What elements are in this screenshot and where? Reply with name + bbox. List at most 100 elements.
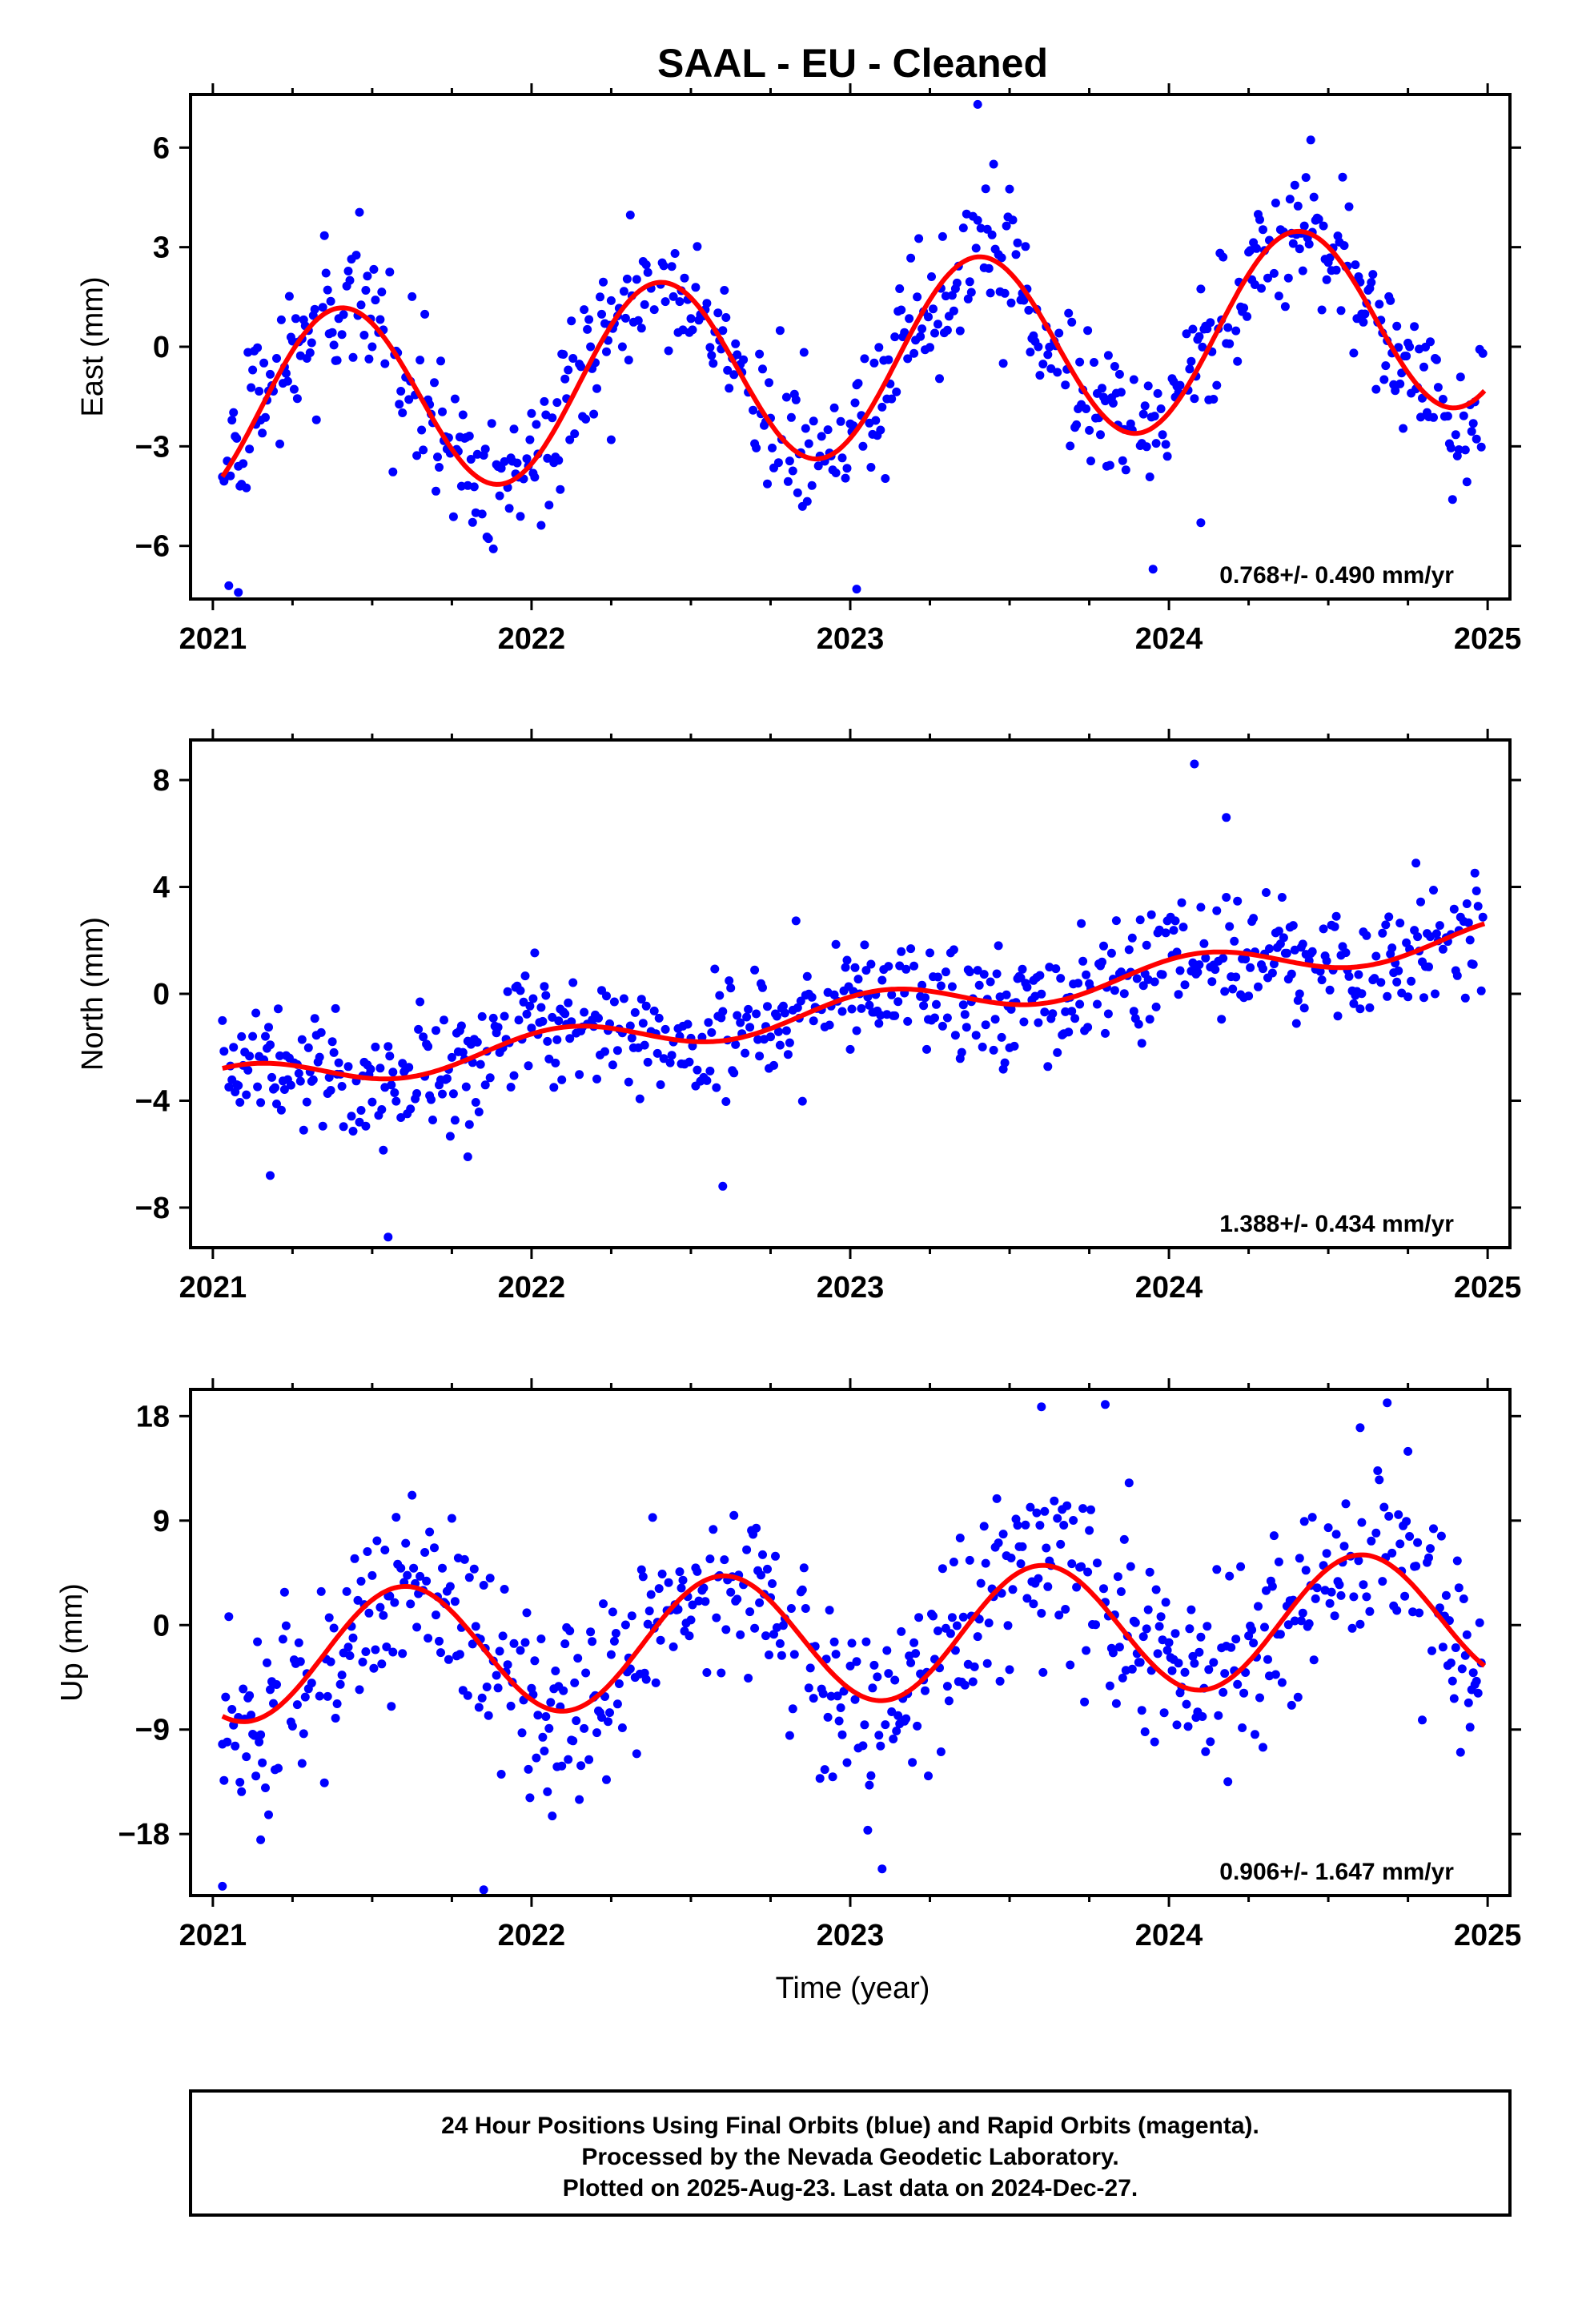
data-point [1407,976,1416,986]
data-point [1306,135,1315,145]
data-point [251,1771,261,1781]
data-point [949,1558,958,1566]
data-point [826,1691,836,1701]
data-point [955,326,965,336]
data-point [694,1596,704,1606]
data-point [865,1000,874,1010]
data-point [1113,1572,1122,1582]
data-point [1091,1620,1100,1630]
data-point [266,1040,275,1050]
data-point [468,1639,477,1649]
data-point [911,1649,921,1659]
data-point [841,963,850,972]
data-point [874,343,884,352]
data-point [371,1042,380,1051]
data-point [353,1595,363,1605]
data-point [1056,974,1066,983]
data-point [1341,1499,1351,1509]
data-point [1164,1638,1174,1647]
data-point [479,1581,488,1590]
data-point [485,1073,495,1083]
data-point [239,1684,248,1694]
data-point [1067,1559,1077,1569]
data-point [974,980,984,990]
data-point [1170,916,1180,926]
data-point [1201,953,1211,963]
data-point [460,1554,469,1564]
data-point [670,249,680,258]
data-point [897,947,906,956]
data-point [707,351,717,360]
y-tick-label: 4 [153,871,170,905]
data-point [1035,971,1045,980]
data-point [329,1623,339,1633]
data-point [752,1523,761,1533]
data-point [1307,947,1317,956]
data-point [638,1019,648,1028]
data-point [1005,184,1014,194]
data-point [588,1637,597,1647]
data-point [946,1629,955,1638]
data-point [1059,1521,1069,1530]
data-point [307,338,316,348]
data-point [874,1731,884,1740]
data-point [1249,1638,1259,1648]
data-point [586,1627,596,1637]
data-point [652,1048,662,1058]
data-point [661,1024,670,1034]
data-point [1354,1556,1363,1566]
data-point [242,1752,251,1762]
data-point [1158,970,1167,979]
data-point [450,394,460,404]
data-point [914,234,924,243]
data-point [1299,1517,1309,1526]
data-point [1375,300,1384,309]
data-point [763,1564,772,1574]
x-tick-label: 2022 [498,1919,566,1952]
data-point [780,1008,789,1018]
data-point [1476,442,1486,452]
data-point [538,1732,548,1742]
data-point [1456,1747,1465,1757]
data-point [709,1525,718,1534]
data-point [873,1672,882,1682]
data-point [356,1106,366,1115]
data-point [493,1683,503,1693]
data-point [398,408,408,417]
data-point [377,1105,387,1114]
data-point [958,223,968,233]
data-point [789,1650,799,1659]
data-point [1188,324,1198,334]
data-point [1383,1398,1392,1408]
data-point [874,1019,884,1028]
data-point [1257,283,1266,293]
data-point [463,1152,472,1161]
data-point [1132,974,1142,983]
data-point [1465,935,1475,945]
data-point [275,1051,284,1060]
data-point [778,1001,788,1011]
data-point [1384,912,1394,922]
data-point [771,1551,780,1561]
data-point [1259,225,1267,235]
data-point [1247,1625,1257,1634]
data-point [947,982,957,991]
x-tick-label: 2023 [817,1919,885,1952]
data-point [1098,957,1106,967]
data-point [248,1031,258,1041]
data-point [323,285,332,295]
data-point [718,326,728,336]
data-point [1075,357,1085,367]
data-point [775,1638,785,1648]
data-point [1105,460,1114,470]
data-point [258,1758,267,1767]
data-point [1298,266,1307,275]
data-point [408,292,417,301]
data-point [644,1606,654,1616]
data-point [733,1011,742,1020]
y-tick-label: 9 [153,1505,170,1538]
data-point [1143,1605,1153,1614]
data-point [725,976,734,986]
data-point [763,479,772,489]
data-point [337,330,347,340]
